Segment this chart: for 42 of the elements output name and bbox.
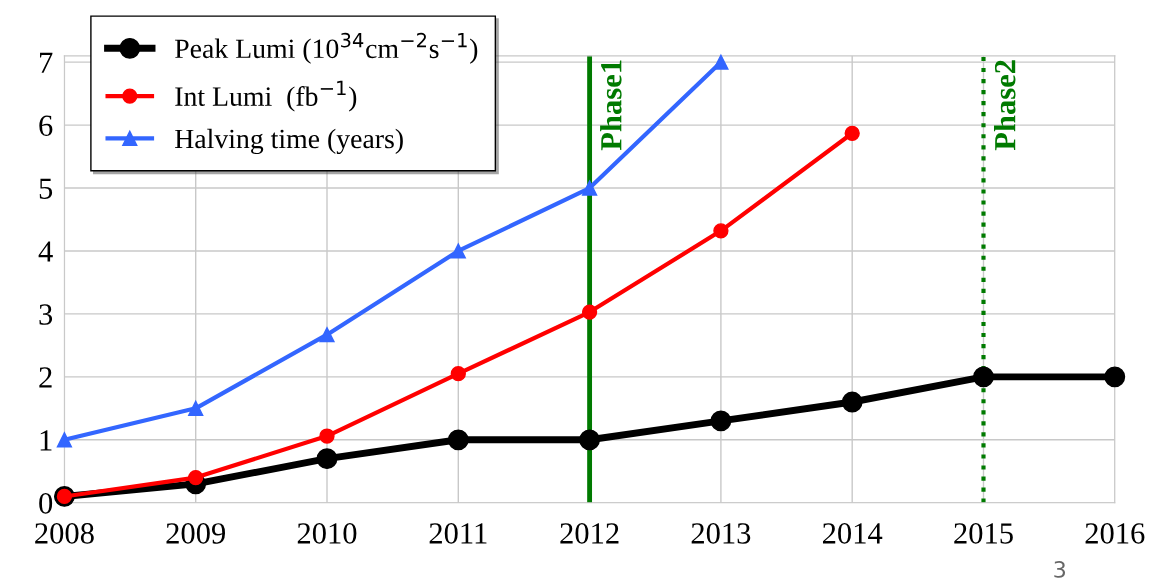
point [841,391,863,413]
point [713,54,729,70]
point [713,223,729,239]
point [319,327,335,343]
legend-label: Halving time (years) [175,128,403,155]
legend-label: Peak Lumi (10$^{34}$cm$^{−2}$s$^{−1}$) [175,32,478,64]
x-tick-label: 2012 [560,523,619,544]
point [447,429,469,451]
y-tick-label: 7 [40,52,53,73]
point [581,304,598,320]
y-tick-label: 4 [38,241,53,262]
x-tick-label: 2009 [166,523,226,544]
point [319,428,335,444]
x-tick-label: 2011 [429,523,487,544]
point [450,243,466,259]
point [450,366,466,382]
legend-label: Int Lumi (fb$^{−1}$) [175,80,357,112]
point [581,180,598,196]
y-tick-label: 5 [39,178,53,199]
x-tick-label: 2010 [297,523,357,544]
point [973,366,994,388]
y-tick-label: 2 [39,367,52,388]
text: 3 [1054,561,1066,578]
x-tick-label: 2014 [822,523,883,544]
point [844,125,860,141]
point [188,469,204,486]
point [316,448,338,470]
point [56,432,73,448]
x-tick-label: 2013 [691,523,751,544]
point [710,410,732,432]
point [579,429,601,451]
x-tick-label: 2015 [954,523,1013,544]
point [188,400,204,416]
y-tick-label: 3 [39,304,53,325]
y-tick-label: 1 [40,430,52,451]
y-tick-label: 0 [39,493,53,514]
y-tick-label: 6 [39,115,53,136]
ref-line-label: Phase2 [994,60,1016,151]
x-tick-label: 2016 [1085,523,1145,544]
x-tick-label: 2008 [35,523,94,544]
ref-line-label: Phase1 [600,60,622,151]
point [1104,366,1126,388]
